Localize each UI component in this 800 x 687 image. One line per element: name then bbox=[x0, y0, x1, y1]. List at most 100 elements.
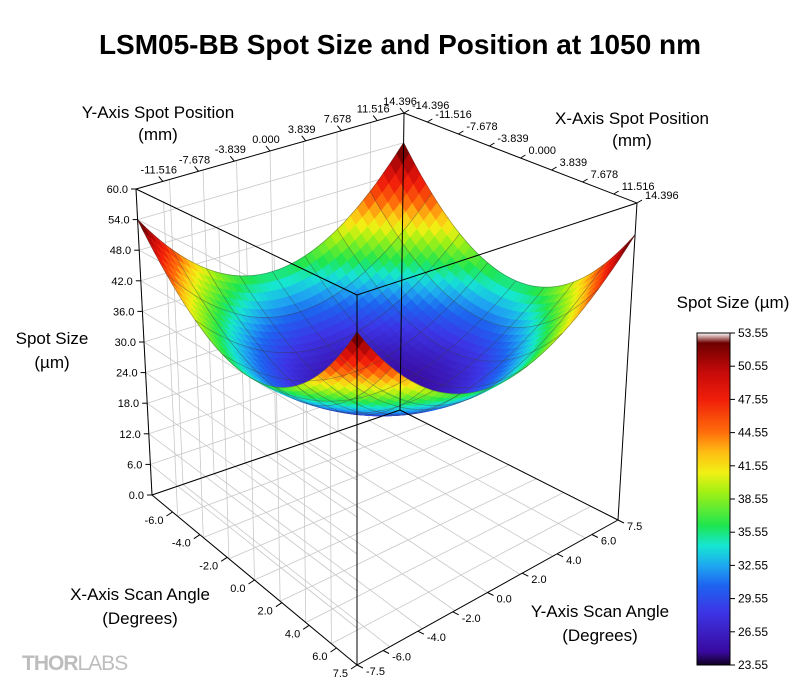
z-tick-label: 0.0 bbox=[129, 490, 144, 502]
grid-line-floor-u-5 bbox=[306, 441, 521, 575]
x-position-axis-label: X-Axis Spot Position bbox=[555, 109, 709, 128]
logo-part-1: THOR bbox=[22, 652, 78, 675]
y-scan-tick-label: -6.0 bbox=[392, 652, 411, 664]
x-scan-tick-label: 0.0 bbox=[230, 583, 245, 595]
x-position-tick-label: -11.516 bbox=[435, 109, 472, 121]
mesh-line-v-40 bbox=[137, 142, 404, 277]
box-edge-5 bbox=[356, 202, 638, 296]
colorbar-ticks: 53.55 50.55 47.55 44.55 41.55 38.55 35.55 32.55… bbox=[730, 326, 768, 672]
y-position-tick-mark bbox=[265, 145, 271, 152]
x-scan-tick-mark bbox=[275, 602, 283, 608]
grid-line-v-back-1 bbox=[169, 179, 184, 485]
box-edge-2 bbox=[151, 409, 401, 496]
mesh-line-v-10 bbox=[302, 281, 575, 417]
x-scan-axis-ticks: -6.0 -4.0 -2.0 0.0 2.0 4.0 6.0 7.5 bbox=[145, 511, 358, 680]
y-position-axis-unit: (mm) bbox=[138, 125, 178, 144]
surface bbox=[137, 142, 636, 417]
x-position-tick-mark bbox=[613, 190, 619, 195]
mesh-line-v-5 bbox=[329, 264, 605, 410]
x-scan-axis-unit: (Degrees) bbox=[102, 609, 178, 628]
z-tick-label: 36.0 bbox=[113, 306, 134, 318]
box-edge-3 bbox=[399, 409, 619, 521]
colorbar bbox=[696, 332, 731, 666]
x-position-axis-ticks: -14.396-11.516-7.678-3.8390.0003.8397.67… bbox=[403, 100, 679, 204]
colorbar-tick-label: 26.55 bbox=[738, 625, 768, 639]
y-scan-tick-label: 4.0 bbox=[566, 555, 581, 567]
x-position-tick-mark bbox=[520, 154, 526, 159]
colorbar-tick-label: 50.55 bbox=[738, 359, 768, 373]
colorbar-tick-label: 23.55 bbox=[738, 658, 768, 672]
x-position-tick-label: 14.396 bbox=[645, 190, 679, 202]
x-position-tick-mark bbox=[427, 118, 433, 123]
z-axis-label: Spot Size bbox=[16, 329, 89, 348]
y-position-tick-mark bbox=[337, 125, 342, 132]
y-position-tick-label: -3.839 bbox=[215, 144, 246, 156]
x-position-tick-label: -14.396 bbox=[412, 100, 449, 112]
mesh-line-u-10 bbox=[206, 268, 426, 416]
y-position-tick-mark bbox=[229, 155, 235, 162]
y-position-tick-label: 3.839 bbox=[288, 124, 316, 136]
y-scan-tick-mark bbox=[417, 630, 425, 635]
x-scan-tick-mark bbox=[220, 556, 228, 562]
mesh-line-u-40 bbox=[403, 142, 636, 288]
x-scan-tick-mark bbox=[350, 664, 358, 670]
y-position-tick-mark bbox=[372, 115, 378, 121]
z-tick-label: 30.0 bbox=[115, 337, 136, 349]
y-position-tick-mark bbox=[301, 135, 307, 142]
x-scan-tick-label: -2.0 bbox=[199, 560, 218, 572]
x-scan-axis-label: X-Axis Scan Angle bbox=[70, 585, 210, 604]
z-tick-label: 24.0 bbox=[116, 368, 137, 380]
grid-line-floor-u-6 bbox=[337, 430, 553, 557]
chart-title: LSM05-BB Spot Size and Position at 1050 … bbox=[99, 29, 701, 60]
mesh-line-u-5 bbox=[172, 249, 392, 407]
z-axis-unit: (µm) bbox=[34, 353, 69, 372]
box-edge-9 bbox=[617, 202, 638, 521]
y-scan-tick-mark bbox=[522, 572, 529, 577]
y-scan-tick-mark bbox=[617, 519, 625, 524]
box-edge-4 bbox=[135, 188, 358, 296]
y-scan-tick-mark bbox=[556, 553, 564, 558]
y-scan-tick-mark bbox=[591, 534, 599, 538]
x-scan-tick-mark bbox=[330, 647, 337, 653]
mesh-line-u-30 bbox=[337, 229, 563, 362]
x-scan-tick-label: 7.5 bbox=[333, 668, 348, 680]
mesh-line-v-30 bbox=[195, 233, 460, 353]
y-position-tick-label: -7.678 bbox=[179, 154, 210, 166]
y-scan-tick-mark bbox=[487, 592, 494, 596]
x-position-tick-mark bbox=[489, 142, 495, 147]
y-scan-tick-label: 0.0 bbox=[497, 594, 512, 606]
x-position-tick-mark bbox=[636, 199, 643, 204]
svg-text:THORLABS: THORLABS bbox=[22, 652, 128, 675]
colorbar-tick-label: 44.55 bbox=[738, 426, 768, 440]
grid-line-floor-v-5 bbox=[228, 450, 482, 560]
box-edge-11 bbox=[399, 112, 405, 411]
x-position-tick-label: 11.516 bbox=[622, 181, 655, 193]
logo-part-2: LABS bbox=[78, 652, 129, 675]
y-scan-tick-label: -4.0 bbox=[427, 632, 446, 644]
x-position-tick-label: 3.839 bbox=[560, 157, 588, 169]
y-scan-tick-label: 2.0 bbox=[531, 574, 546, 586]
grid-line-floor-v-7 bbox=[177, 423, 428, 517]
mesh-line-v-15 bbox=[276, 286, 545, 414]
x-scan-tick-label: 2.0 bbox=[258, 606, 273, 618]
mesh-line-v-25 bbox=[222, 262, 488, 382]
surface-cell bbox=[137, 219, 151, 239]
z-axis-ticks: 0.0 6.0 12.0 18.0 24.0 30.0 36.0 42.0 48.0 54.0 60… bbox=[107, 184, 152, 502]
z-tick-label: 48.0 bbox=[110, 245, 131, 257]
x-position-axis-unit: (mm) bbox=[612, 131, 652, 150]
y-scan-tick-label: -2.0 bbox=[462, 613, 481, 625]
surface-cell bbox=[621, 234, 636, 254]
y-position-tick-label: 11.516 bbox=[357, 104, 390, 116]
thorlabs-logo: THORLABS bbox=[22, 652, 129, 675]
y-position-tick-label: 0.000 bbox=[252, 134, 280, 146]
y-position-tick-label: 14.396 bbox=[383, 96, 417, 108]
y-scan-axis-unit: (Degrees) bbox=[562, 626, 638, 645]
grid-line-floor-v-4 bbox=[254, 464, 510, 581]
y-scan-tick-mark bbox=[382, 650, 390, 654]
x-position-tick-label: 0.000 bbox=[529, 145, 557, 157]
z-tick-label: 60.0 bbox=[107, 184, 128, 196]
x-position-tick-label: 7.678 bbox=[591, 169, 619, 181]
x-scan-tick-mark bbox=[193, 534, 201, 540]
colorbar-tick-label: 53.55 bbox=[738, 326, 768, 340]
z-tick-label: 42.0 bbox=[111, 276, 132, 288]
